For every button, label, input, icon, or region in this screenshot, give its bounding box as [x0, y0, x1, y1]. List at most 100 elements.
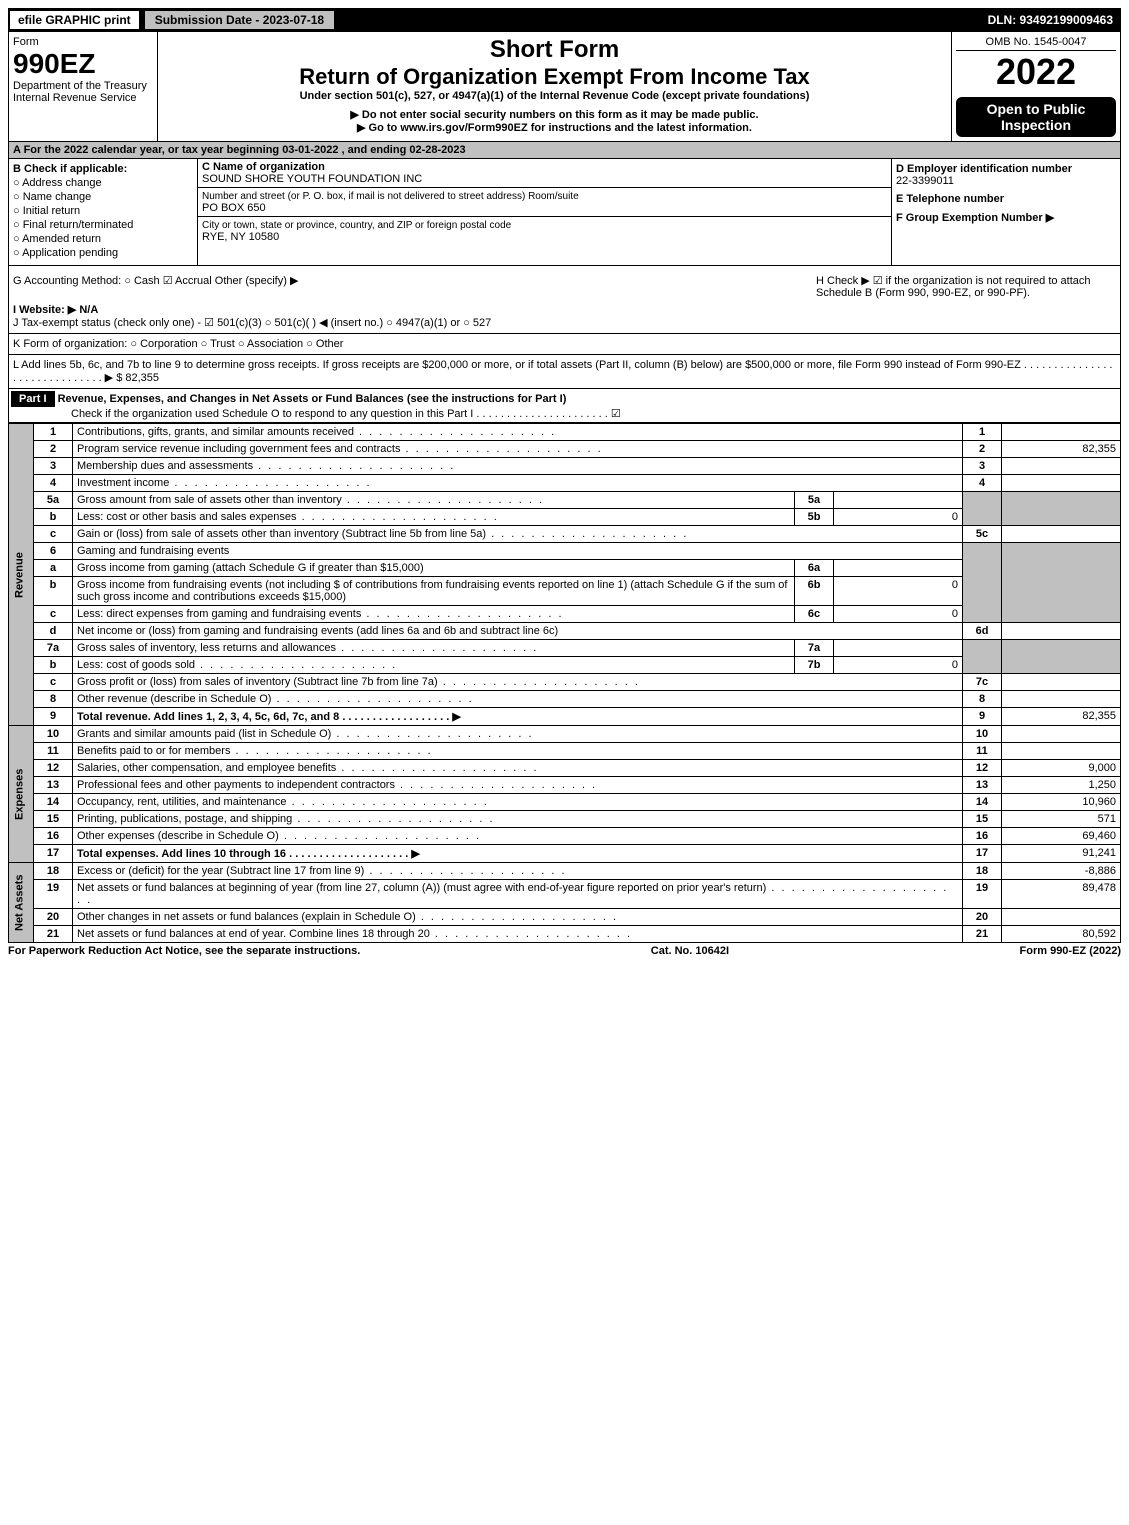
ln19-num: 19 — [34, 880, 73, 909]
ln8-num: 8 — [34, 691, 73, 708]
ln17-text: Total expenses. Add lines 10 through 16 … — [73, 845, 963, 863]
line-g: G Accounting Method: ○ Cash ☑ Accrual Ot… — [13, 274, 298, 299]
ln7b-s: 7b — [795, 657, 834, 674]
org-info-grid: B Check if applicable: ○ Address change … — [8, 159, 1121, 266]
ln19-amt: 89,478 — [1002, 880, 1121, 909]
ln5c-text: Gain or (loss) from sale of assets other… — [73, 526, 963, 543]
ln2-text: Program service revenue including govern… — [73, 441, 963, 458]
ln11-amt — [1002, 743, 1121, 760]
ln17-amt: 91,241 — [1002, 845, 1121, 863]
ln4-amt — [1002, 475, 1121, 492]
header-center: Short Form Return of Organization Exempt… — [158, 32, 951, 141]
ln7b-text: Less: cost of goods sold — [73, 657, 795, 674]
top-bar: efile GRAPHIC print Submission Date - 20… — [8, 8, 1121, 32]
footer-left: For Paperwork Reduction Act Notice, see … — [8, 945, 360, 957]
ln7b-sv: 0 — [834, 657, 963, 674]
line-k: K Form of organization: ○ Corporation ○ … — [8, 334, 1121, 355]
goto-link[interactable]: ▶ Go to www.irs.gov/Form990EZ for instru… — [162, 121, 947, 134]
ln14-r: 14 — [963, 794, 1002, 811]
ln3-num: 3 — [34, 458, 73, 475]
ln13-amt: 1,250 — [1002, 777, 1121, 794]
ln5c-num: c — [34, 526, 73, 543]
ln6c-sv: 0 — [834, 606, 963, 623]
ln6d-amt — [1002, 623, 1121, 640]
check-amended-return[interactable]: ○ Amended return — [13, 233, 193, 245]
ln9-amt: 82,355 — [1002, 708, 1121, 726]
org-name: SOUND SHORE YOUTH FOUNDATION INC — [202, 173, 422, 185]
ln18-r: 18 — [963, 863, 1002, 880]
ln14-text: Occupancy, rent, utilities, and maintena… — [73, 794, 963, 811]
ln17-r: 17 — [963, 845, 1002, 863]
form-number: 990EZ — [13, 48, 153, 80]
ln6d-text: Net income or (loss) from gaming and fun… — [73, 623, 963, 640]
netassets-side-label: Net Assets — [9, 863, 34, 943]
footer: For Paperwork Reduction Act Notice, see … — [8, 945, 1121, 957]
ln20-r: 20 — [963, 909, 1002, 926]
ln21-text: Net assets or fund balances at end of ye… — [73, 926, 963, 943]
ln6a-text: Gross income from gaming (attach Schedul… — [73, 560, 795, 577]
ln10-text: Grants and similar amounts paid (list in… — [73, 726, 963, 743]
ln7a-num: 7a — [34, 640, 73, 657]
name-label: C Name of organization — [202, 161, 325, 173]
ln1-num: 1 — [34, 424, 73, 441]
ln18-amt: -8,886 — [1002, 863, 1121, 880]
open-inspection-badge: Open to Public Inspection — [956, 97, 1116, 137]
ln10-amt — [1002, 726, 1121, 743]
ln9-text: Total revenue. Add lines 1, 2, 3, 4, 5c,… — [73, 708, 963, 726]
check-initial-return[interactable]: ○ Initial return — [13, 205, 193, 217]
dln: DLN: 93492199009463 — [988, 13, 1121, 27]
ln9-r: 9 — [963, 708, 1002, 726]
ln7a-s: 7a — [795, 640, 834, 657]
ln5a-sv — [834, 492, 963, 509]
ln11-text: Benefits paid to or for members — [73, 743, 963, 760]
check-address-change[interactable]: ○ Address change — [13, 177, 193, 189]
ln10-r: 10 — [963, 726, 1002, 743]
ln20-num: 20 — [34, 909, 73, 926]
ln8-text: Other revenue (describe in Schedule O) — [73, 691, 963, 708]
ln8-amt — [1002, 691, 1121, 708]
ln1-r: 1 — [963, 424, 1002, 441]
ln6d-num: d — [34, 623, 73, 640]
ln18-num: 18 — [34, 863, 73, 880]
ln6-text: Gaming and fundraising events — [73, 543, 963, 560]
ln14-num: 14 — [34, 794, 73, 811]
short-form-title: Short Form — [162, 36, 947, 64]
efile-print[interactable]: efile GRAPHIC print — [10, 11, 139, 29]
ln6c-s: 6c — [795, 606, 834, 623]
ln1-text: Contributions, gifts, grants, and simila… — [73, 424, 963, 441]
ln21-amt: 80,592 — [1002, 926, 1121, 943]
ln6c-text: Less: direct expenses from gaming and fu… — [73, 606, 795, 623]
check-final-return[interactable]: ○ Final return/terminated — [13, 219, 193, 231]
ln7c-r: 7c — [963, 674, 1002, 691]
group-exemption-label: F Group Exemption Number ▶ — [896, 212, 1054, 224]
section-a: A For the 2022 calendar year, or tax yea… — [8, 142, 1121, 159]
ln13-num: 13 — [34, 777, 73, 794]
ln6a-s: 6a — [795, 560, 834, 577]
ln2-r: 2 — [963, 441, 1002, 458]
footer-mid: Cat. No. 10642I — [360, 945, 1019, 957]
ln16-r: 16 — [963, 828, 1002, 845]
ln13-text: Professional fees and other payments to … — [73, 777, 963, 794]
ln5a-num: 5a — [34, 492, 73, 509]
ln16-amt: 69,460 — [1002, 828, 1121, 845]
ln2-num: 2 — [34, 441, 73, 458]
ln8-r: 8 — [963, 691, 1002, 708]
ln11-r: 11 — [963, 743, 1002, 760]
city-label: City or town, state or province, country… — [202, 220, 511, 231]
ln6b-text: Gross income from fundraising events (no… — [73, 577, 795, 606]
ln12-r: 12 — [963, 760, 1002, 777]
section-b-heading: B Check if applicable: — [13, 163, 193, 175]
check-name-change[interactable]: ○ Name change — [13, 191, 193, 203]
city-value: RYE, NY 10580 — [202, 231, 279, 243]
ln12-text: Salaries, other compensation, and employ… — [73, 760, 963, 777]
expenses-side-label: Expenses — [9, 726, 34, 863]
ln21-num: 21 — [34, 926, 73, 943]
ln3-amt — [1002, 458, 1121, 475]
ln4-text: Investment income — [73, 475, 963, 492]
line-i: I Website: ▶ N/A — [13, 303, 1116, 316]
ln6b-num: b — [34, 577, 73, 606]
check-application-pending[interactable]: ○ Application pending — [13, 247, 193, 259]
ln5c-r: 5c — [963, 526, 1002, 543]
street-value: PO BOX 650 — [202, 202, 266, 214]
ln6a-sv — [834, 560, 963, 577]
